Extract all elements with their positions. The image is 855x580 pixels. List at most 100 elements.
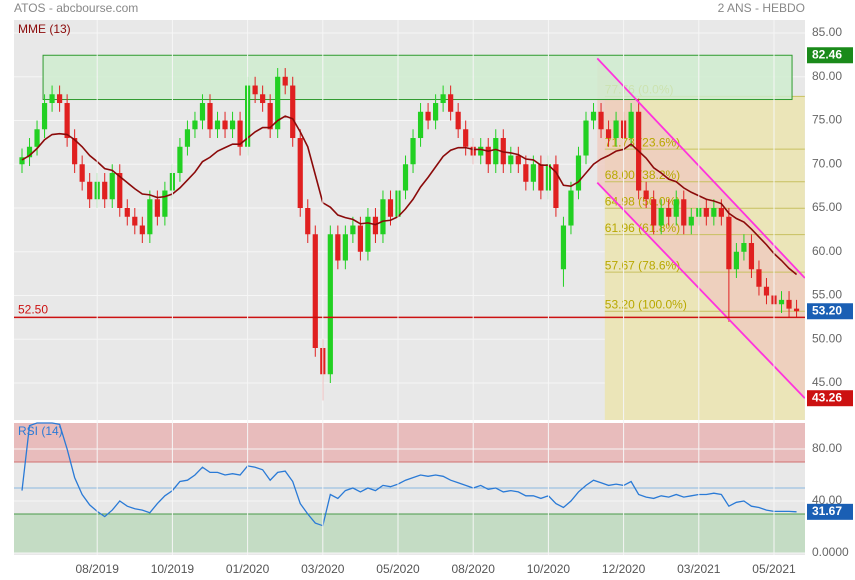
x-tick-label: 10/2020 (527, 562, 571, 576)
candle-body (342, 234, 348, 261)
y-tick-label: 80.00 (812, 441, 842, 455)
candle-body (177, 146, 183, 174)
candle-body (613, 120, 619, 139)
x-tick-label: 05/2021 (752, 562, 796, 576)
candle-body (748, 243, 755, 270)
candle-body (793, 308, 800, 312)
candle-body (282, 76, 288, 86)
price-marker-label: 43.26 (812, 390, 842, 404)
candle-body (658, 208, 664, 226)
chart-title: ATOS - abcbourse.com (14, 1, 138, 15)
period-label: 2 ANS - HEBDO (718, 1, 805, 15)
y-tick-label: 0.0000 (812, 545, 849, 559)
candle-body (19, 157, 25, 165)
channel-line (596, 182, 805, 399)
y-tick-label: 85.00 (812, 25, 842, 39)
price-marker (807, 390, 853, 407)
candle-body (117, 173, 123, 209)
candle-body (583, 120, 589, 156)
candle-body (440, 94, 446, 104)
x-tick-label: 01/2020 (226, 562, 270, 576)
candle-body (109, 173, 115, 200)
rsi-zone (14, 423, 805, 462)
candle-body (380, 199, 386, 235)
candle-body (290, 85, 296, 139)
candle-body (139, 225, 145, 235)
candle-body (72, 138, 78, 165)
candle-body (350, 225, 356, 235)
candle-body (132, 216, 138, 226)
x-tick-label: 10/2019 (151, 562, 195, 576)
x-tick-label: 08/2020 (452, 562, 496, 576)
candle-body (485, 146, 491, 165)
candle-body (275, 76, 281, 130)
candle-body (553, 164, 559, 209)
candle-body (530, 164, 536, 182)
candle-body (568, 190, 574, 226)
candle-body (515, 155, 521, 165)
candle-body (711, 208, 717, 217)
candle-body (688, 216, 694, 226)
candle-body (651, 199, 657, 226)
candle-body (493, 138, 499, 165)
rsi-line (21, 422, 797, 527)
candle-body (726, 216, 732, 270)
price-marker-label: 53.20 (812, 303, 842, 317)
rsi-zone (14, 514, 805, 553)
resistance-zone (42, 54, 793, 101)
candle-body (703, 208, 709, 217)
candle-body (357, 225, 363, 252)
ema-line (21, 115, 798, 276)
candle-body (214, 120, 221, 130)
x-tick-label: 03/2021 (677, 562, 721, 576)
candle-body (575, 155, 582, 191)
price-marker-label: 31.67 (812, 504, 842, 518)
candle-body (267, 103, 273, 130)
y-tick-label: 45.00 (812, 375, 842, 389)
candle-body (387, 199, 394, 217)
candle-body (162, 190, 168, 217)
fib-label: 57.67 (78.6%) (605, 258, 680, 272)
candle-body (260, 94, 266, 104)
candle-body (297, 138, 303, 209)
price-marker-label: 82.46 (812, 47, 842, 61)
candle-body (57, 94, 63, 104)
y-tick-label: 55.00 (812, 288, 842, 302)
candle-body (26, 146, 33, 158)
candle-body (402, 164, 409, 191)
candle-body (49, 94, 55, 104)
candle-body (455, 111, 461, 130)
x-tick-label: 05/2020 (376, 562, 420, 576)
fib-label: 53.20 (100.0%) (605, 297, 687, 311)
rsi-label: RSI (14) (18, 424, 63, 438)
price-marker (807, 503, 853, 520)
ema-label: MME (13) (18, 22, 71, 36)
candle-body (229, 120, 236, 130)
candle-body (305, 208, 311, 235)
candle-body (500, 138, 506, 165)
candle-body (102, 181, 108, 200)
candle-body (252, 85, 258, 95)
y-tick-label: 75.00 (812, 113, 842, 127)
candle-body (154, 199, 160, 217)
candle-body (718, 208, 724, 217)
candle-body (463, 129, 469, 147)
candle-body (41, 103, 48, 130)
x-tick-label: 12/2020 (602, 562, 646, 576)
y-tick-label: 80.00 (812, 69, 842, 83)
candle-body (763, 286, 770, 296)
candle-body (327, 234, 333, 375)
support-label: 52.50 (18, 303, 48, 317)
candle-body (335, 234, 341, 261)
candle-body (508, 155, 514, 165)
candle-body (124, 208, 130, 217)
candle-body (147, 199, 153, 235)
x-tick-label: 08/2019 (76, 562, 120, 576)
y-tick-label: 70.00 (812, 156, 842, 170)
candle-body (79, 164, 85, 182)
candle-body (425, 111, 431, 121)
y-tick-label: 60.00 (812, 244, 842, 258)
candle-body (34, 129, 40, 147)
price-marker (807, 47, 853, 64)
candle-body (666, 208, 672, 217)
